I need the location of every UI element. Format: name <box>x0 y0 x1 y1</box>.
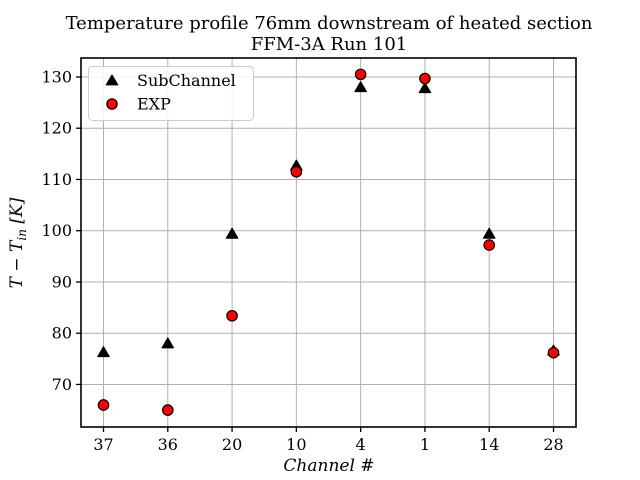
legend-entry-label: SubChannel <box>137 71 236 90</box>
data-point-triangle <box>225 227 239 239</box>
data-point-triangle <box>482 227 496 239</box>
chart-subtitle: FFM-3A Run 101 <box>251 34 407 55</box>
x-tick-label: 4 <box>356 435 366 454</box>
x-axis-label: Channel # <box>283 456 374 476</box>
data-point-circle <box>419 72 431 85</box>
axes-layer: 70 80 90 100 110 120 130 37 36 20 10 4 1 14 28 <box>41 57 577 454</box>
data-point-triangle <box>418 82 432 94</box>
data-point-circle <box>97 399 110 411</box>
data-point-triangle <box>97 346 110 358</box>
y-tick-label: 70 <box>52 375 72 394</box>
data-point-triangle <box>161 337 175 349</box>
plot-layer <box>97 68 560 416</box>
x-tick-label: 14 <box>479 435 499 454</box>
x-tick-label: 28 <box>543 435 563 454</box>
legend-marker-circle <box>106 98 118 110</box>
legend-entry-label: EXP <box>137 95 171 114</box>
x-tick-label: 20 <box>222 435 242 454</box>
y-axis-label: T − Tin [K] <box>7 197 29 288</box>
data-point-circle <box>483 239 496 251</box>
y-tick-label: 130 <box>41 67 72 86</box>
x-tick-label: 10 <box>286 435 306 454</box>
grid-layer <box>81 58 576 427</box>
data-point-circle <box>226 309 238 322</box>
y-tick-label: 120 <box>41 119 72 138</box>
x-tick-label: 36 <box>158 435 178 454</box>
legend-layer: SubChannel EXP <box>88 66 254 121</box>
y-tick-label: 80 <box>52 324 72 343</box>
data-point-triangle <box>354 81 367 93</box>
plot-border <box>80 57 577 428</box>
y-tick-label: 110 <box>41 170 72 189</box>
data-point-circle <box>161 404 174 416</box>
data-point-circle <box>354 68 367 81</box>
chart-title: Temperature profile 76mm downstream of h… <box>66 13 593 34</box>
x-tick-label: 37 <box>93 435 113 454</box>
data-point-circle <box>290 165 303 178</box>
legend-marker-triangle <box>105 74 119 86</box>
y-tick-label: 100 <box>41 221 72 240</box>
legend-box <box>88 66 254 121</box>
x-tick-label: 1 <box>420 435 430 454</box>
y-tick-label: 90 <box>52 272 72 291</box>
data-point-circle <box>547 346 560 359</box>
